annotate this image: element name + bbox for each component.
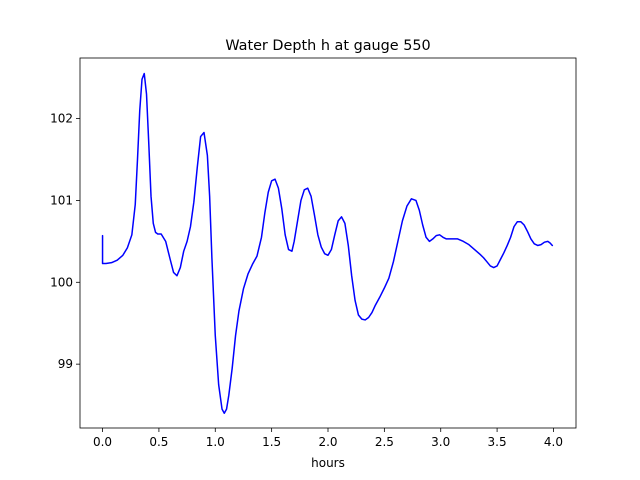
- x-tick-label: 2.5: [375, 435, 394, 449]
- series-line-depth: [101, 72, 554, 415]
- x-tick-label: 1.0: [206, 435, 225, 449]
- x-tick-label: 0.0: [93, 435, 112, 449]
- y-tick-label: 102: [50, 112, 73, 126]
- x-tick-label: 4.0: [544, 435, 563, 449]
- x-tick-label: 3.5: [488, 435, 507, 449]
- y-tick-label: 99: [58, 357, 73, 371]
- y-tick-label: 101: [50, 193, 73, 207]
- x-tick-label: 2.0: [318, 435, 337, 449]
- x-axis-title: hours: [311, 456, 345, 470]
- x-tick-label: 1.5: [262, 435, 281, 449]
- x-axis-ticks: 0.0 0.5 1.0 1.5 2.0 2.5 3.0 3.5 4.0: [93, 428, 563, 449]
- chart-title: Water Depth h at gauge 550: [225, 38, 430, 54]
- x-tick-label: 0.5: [149, 435, 168, 449]
- y-axis-ticks: 99 100 101 102: [50, 112, 80, 371]
- y-tick-label: 100: [50, 275, 73, 289]
- x-tick-label: 3.0: [431, 435, 450, 449]
